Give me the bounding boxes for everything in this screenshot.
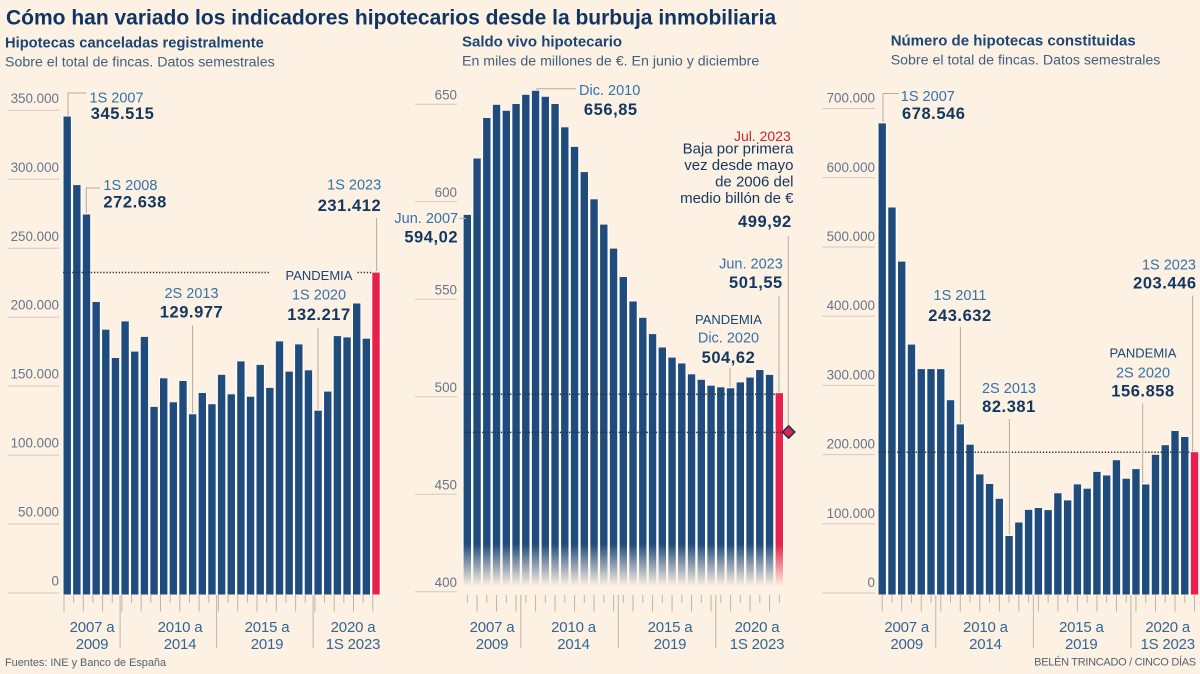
svg-text:650: 650 — [435, 88, 457, 103]
svg-text:1S 2023: 1S 2023 — [326, 636, 380, 653]
svg-text:594,02: 594,02 — [404, 229, 458, 247]
svg-text:2010 a: 2010 a — [963, 619, 1009, 636]
svg-text:Baja por primera: Baja por primera — [683, 141, 795, 158]
svg-text:350.000: 350.000 — [11, 91, 59, 106]
svg-text:132.217: 132.217 — [287, 306, 351, 324]
svg-text:243.632: 243.632 — [928, 307, 992, 325]
svg-text:1S 2023: 1S 2023 — [1142, 258, 1196, 274]
svg-text:Jun. 2023: Jun. 2023 — [719, 257, 783, 273]
svg-text:2009: 2009 — [476, 636, 509, 653]
svg-text:Jun. 2007: Jun. 2007 — [394, 211, 458, 227]
svg-text:Sobre el total de fincas. Dato: Sobre el total de fincas. Datos semestra… — [891, 53, 1161, 69]
svg-text:345.515: 345.515 — [91, 105, 155, 123]
svg-text:1S 2020: 1S 2020 — [292, 287, 346, 303]
svg-text:1S 2011: 1S 2011 — [934, 288, 987, 304]
svg-text:500.000: 500.000 — [827, 229, 875, 244]
svg-text:499,92: 499,92 — [738, 213, 792, 231]
svg-text:2019: 2019 — [654, 636, 687, 653]
svg-text:50.000: 50.000 — [18, 505, 59, 520]
svg-text:Hipotecas canceladas registral: Hipotecas canceladas registralmente — [5, 36, 264, 52]
svg-text:2010 a: 2010 a — [551, 619, 597, 636]
svg-text:2S 2013: 2S 2013 — [164, 286, 218, 302]
svg-text:medio billón de €: medio billón de € — [680, 190, 794, 207]
svg-text:700.000: 700.000 — [827, 91, 875, 106]
svg-text:2014: 2014 — [164, 636, 197, 653]
svg-text:2009: 2009 — [890, 636, 923, 653]
svg-text:En miles de millones de €. En: En miles de millones de €. En junio y di… — [462, 54, 759, 70]
svg-text:203.446: 203.446 — [1133, 275, 1197, 293]
svg-text:Jul. 2023: Jul. 2023 — [734, 128, 791, 144]
svg-text:550: 550 — [435, 283, 457, 298]
svg-text:272.638: 272.638 — [103, 193, 166, 211]
svg-text:2009: 2009 — [76, 636, 109, 653]
svg-text:1S 2023: 1S 2023 — [327, 178, 381, 194]
svg-text:156.858: 156.858 — [1111, 382, 1175, 400]
svg-text:Fuentes: INE y Banco de España: Fuentes: INE y Banco de España — [5, 657, 167, 669]
svg-text:504,62: 504,62 — [702, 349, 756, 367]
svg-text:2020 a: 2020 a — [331, 619, 377, 636]
svg-text:600.000: 600.000 — [827, 160, 875, 175]
svg-text:129.977: 129.977 — [160, 303, 224, 321]
svg-text:2S 2013: 2S 2013 — [982, 381, 1036, 397]
svg-text:Saldo vivo hipotecario: Saldo vivo hipotecario — [462, 34, 622, 51]
svg-text:500: 500 — [435, 380, 457, 395]
svg-text:2020 a: 2020 a — [1145, 619, 1191, 636]
svg-text:100.000: 100.000 — [827, 506, 875, 521]
svg-text:vez desde mayo: vez desde mayo — [684, 157, 793, 174]
svg-text:656,85: 656,85 — [584, 101, 638, 119]
svg-text:Dic. 2020: Dic. 2020 — [698, 330, 759, 346]
svg-text:2007 a: 2007 a — [470, 619, 516, 636]
svg-text:300.000: 300.000 — [11, 160, 59, 175]
svg-text:Dic. 2010: Dic. 2010 — [579, 83, 640, 99]
svg-text:2020 a: 2020 a — [735, 619, 781, 636]
svg-text:2015 a: 2015 a — [1059, 619, 1105, 636]
svg-text:150.000: 150.000 — [11, 367, 59, 382]
svg-text:0: 0 — [868, 575, 875, 590]
svg-text:PANDEMIA: PANDEMIA — [1110, 346, 1177, 361]
svg-text:PANDEMIA: PANDEMIA — [695, 312, 762, 327]
svg-text:2019: 2019 — [251, 636, 284, 653]
svg-text:2014: 2014 — [557, 636, 590, 653]
svg-text:231.412: 231.412 — [318, 197, 382, 215]
svg-text:0: 0 — [52, 574, 59, 589]
svg-text:Número de hipotecas constituid: Número de hipotecas constituidas — [891, 32, 1136, 49]
svg-text:2019: 2019 — [1065, 636, 1098, 653]
svg-text:200.000: 200.000 — [827, 437, 875, 452]
svg-text:400: 400 — [435, 575, 457, 590]
svg-text:82.381: 82.381 — [982, 398, 1036, 416]
svg-text:250.000: 250.000 — [11, 229, 59, 244]
svg-text:678.546: 678.546 — [902, 105, 966, 123]
svg-text:Cómo han variado los indicador: Cómo han variado los indicadores hipotec… — [6, 7, 776, 30]
svg-text:1S 2023: 1S 2023 — [730, 636, 784, 653]
svg-text:de 2006 del: de 2006 del — [715, 174, 793, 191]
svg-text:300.000: 300.000 — [827, 367, 875, 382]
svg-text:2007 a: 2007 a — [70, 619, 116, 636]
svg-text:501,55: 501,55 — [729, 274, 783, 292]
svg-text:1S 2023: 1S 2023 — [1140, 636, 1194, 653]
svg-text:PANDEMIA: PANDEMIA — [286, 268, 353, 283]
svg-text:100.000: 100.000 — [11, 436, 59, 451]
svg-text:Sobre el total de fincas. Dato: Sobre el total de fincas. Datos semestra… — [5, 54, 275, 70]
svg-text:2015 a: 2015 a — [648, 619, 694, 636]
svg-text:2014: 2014 — [969, 636, 1002, 653]
svg-text:2015 a: 2015 a — [245, 619, 291, 636]
svg-text:1S 2008: 1S 2008 — [103, 178, 157, 194]
svg-text:1S 2007: 1S 2007 — [90, 91, 144, 107]
svg-text:1S 2007: 1S 2007 — [901, 89, 955, 105]
svg-text:450: 450 — [435, 478, 457, 493]
svg-text:600: 600 — [435, 185, 457, 200]
svg-text:400.000: 400.000 — [827, 298, 875, 313]
svg-text:200.000: 200.000 — [11, 298, 59, 313]
svg-text:BELÉN TRINCADO / CINCO DÍAS: BELÉN TRINCADO / CINCO DÍAS — [1034, 656, 1196, 669]
svg-text:2S 2020: 2S 2020 — [1116, 365, 1170, 381]
svg-text:2010 a: 2010 a — [158, 619, 204, 636]
svg-text:2007 a: 2007 a — [884, 619, 930, 636]
